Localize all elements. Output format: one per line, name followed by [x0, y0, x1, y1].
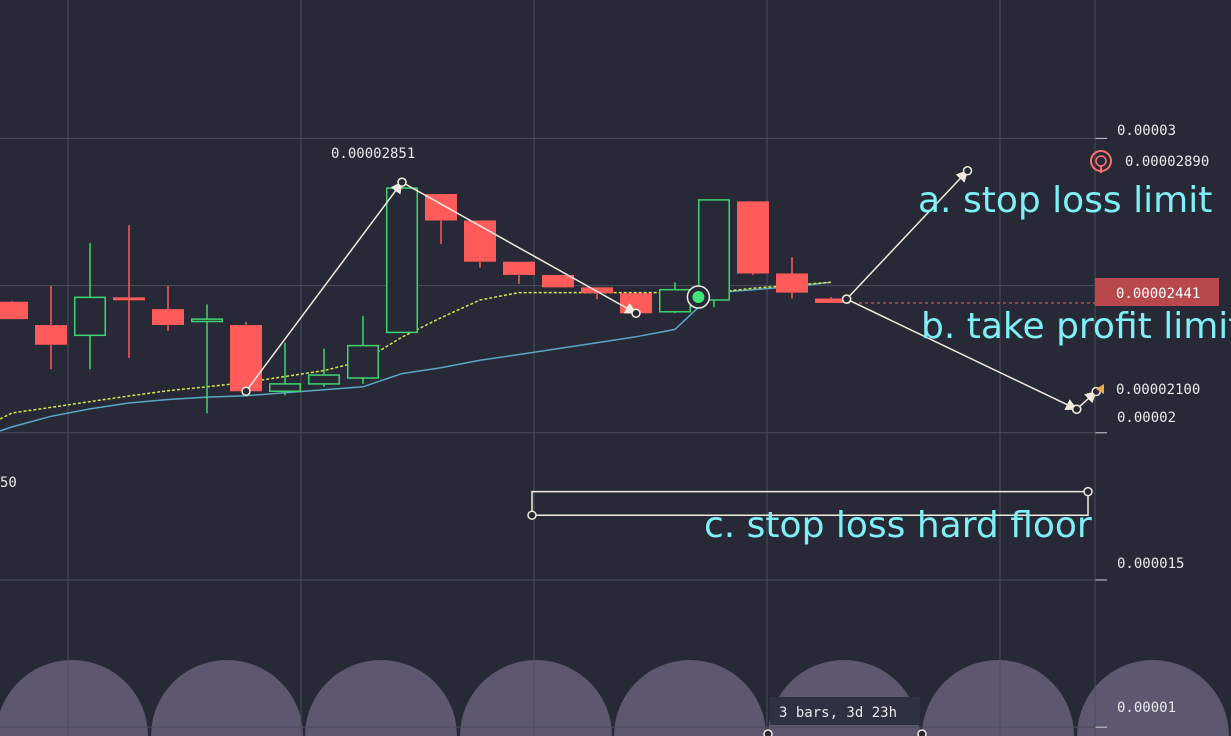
- candle-15[interactable]: [542, 274, 574, 288]
- y-tick-label-3: 0.000015: [1117, 556, 1184, 572]
- candle-8[interactable]: [269, 342, 301, 396]
- candle-19[interactable]: [698, 199, 730, 308]
- cycle-arc-8: [1077, 660, 1229, 736]
- cycle-arc-3: [305, 660, 457, 736]
- candle-22[interactable]: [815, 297, 847, 303]
- candle-20[interactable]: [737, 201, 769, 275]
- candle-body: [269, 383, 301, 393]
- y-tick-label-2: 0.00002: [1117, 410, 1176, 426]
- ma-slow-line: [0, 281, 832, 432]
- candle-body: [0, 301, 28, 320]
- candle-9[interactable]: [308, 348, 340, 387]
- candle-12[interactable]: [425, 194, 457, 245]
- arrow-down-from-peak[interactable]: [397, 177, 641, 318]
- candle-body: [815, 298, 847, 303]
- hard-floor-range[interactable]: [527, 486, 1093, 520]
- candle-body: [230, 325, 262, 392]
- arrow-price-label: 0.00002100: [1116, 382, 1200, 398]
- candle-body: [113, 297, 145, 301]
- current-price-tag: [1095, 278, 1219, 306]
- candle-body: [659, 288, 691, 313]
- cycle-arc-7: [922, 660, 1074, 736]
- arrow-down-from-peak-end-handle[interactable]: [631, 308, 641, 318]
- candle-14[interactable]: [503, 261, 535, 284]
- hard-floor-handle-left[interactable]: [527, 510, 537, 520]
- badge-handle-right[interactable]: [917, 729, 927, 736]
- y-tick-label-1: 0.00003: [1117, 123, 1176, 139]
- current-price-label: 0.00002441: [1116, 286, 1200, 302]
- candle-body: [464, 220, 496, 262]
- arrow-stop-loss-limit-end-handle[interactable]: [962, 166, 973, 176]
- candle-5[interactable]: [152, 285, 184, 331]
- arrow-down-from-peak-line: [401, 181, 638, 314]
- candle-body: [698, 199, 730, 301]
- signal-dot-icon[interactable]: [686, 285, 711, 309]
- arrow-take-profit-tail-start-handle[interactable]: [1071, 404, 1082, 414]
- candle-7[interactable]: [230, 322, 262, 396]
- cycle-arc-1: [0, 660, 148, 736]
- cycle-arc-2: [151, 660, 303, 736]
- candle-1[interactable]: [0, 301, 28, 320]
- arrow-take-profit-limit-line: [846, 298, 1078, 410]
- candle-body: [581, 287, 613, 294]
- arrow-down-from-peak-start-handle[interactable]: [397, 177, 407, 187]
- annotation-take-profit-limit: b. take profit limit: [921, 306, 1231, 347]
- annotation-stop-loss-hard-floor: c. stop loss hard floor: [704, 505, 1092, 546]
- cycle-arc-5: [614, 660, 766, 736]
- candle-body: [542, 274, 574, 288]
- arrow-take-profit-tail[interactable]: [1071, 386, 1101, 414]
- candle-6[interactable]: [191, 304, 223, 414]
- candle-body: [74, 296, 106, 337]
- candle-11[interactable]: [386, 182, 418, 334]
- candle-body: [35, 325, 67, 345]
- candle-13[interactable]: [464, 220, 496, 268]
- target-circle-icon[interactable]: [1090, 150, 1112, 173]
- cycle-arc-4: [460, 660, 612, 736]
- signal-dot-core: [692, 291, 705, 304]
- candle-body: [191, 318, 223, 323]
- arrow-up-to-peak-start-handle[interactable]: [241, 386, 251, 397]
- arrow-stop-loss-limit-line: [846, 169, 969, 300]
- candle-18[interactable]: [659, 282, 691, 314]
- candle-2[interactable]: [35, 285, 67, 370]
- bars-count-label: 3 bars, 3d 23h: [779, 705, 897, 721]
- arrow-up-to-peak-line: [245, 181, 403, 392]
- annotation-stop-loss-limit: a. stop loss limit: [918, 180, 1212, 221]
- arrow-take-profit-limit-start-handle[interactable]: [841, 294, 852, 304]
- bars-count-badge: [770, 697, 920, 725]
- candle-10[interactable]: [347, 316, 379, 384]
- hard-floor-handle-right[interactable]: [1083, 486, 1093, 497]
- candle-body: [503, 261, 535, 275]
- candle-3[interactable]: [74, 242, 106, 370]
- candle-16[interactable]: [581, 287, 613, 300]
- left-partial-label: 50: [0, 475, 17, 491]
- candle-body: [386, 187, 418, 334]
- badge-handle-left[interactable]: [763, 729, 773, 736]
- candle-body: [347, 344, 379, 379]
- y-tick-label-4: 0.00001: [1117, 700, 1176, 716]
- candle-21[interactable]: [776, 257, 808, 299]
- candle-body: [737, 201, 769, 274]
- candle-4[interactable]: [113, 225, 145, 358]
- peak-price-label: 0.00002851: [331, 146, 415, 162]
- target-price-label: 0.00002890: [1125, 154, 1209, 170]
- candle-body: [776, 273, 808, 293]
- candle-body: [308, 374, 340, 385]
- triangle-left-icon: [1096, 384, 1104, 394]
- candle-body: [152, 309, 184, 326]
